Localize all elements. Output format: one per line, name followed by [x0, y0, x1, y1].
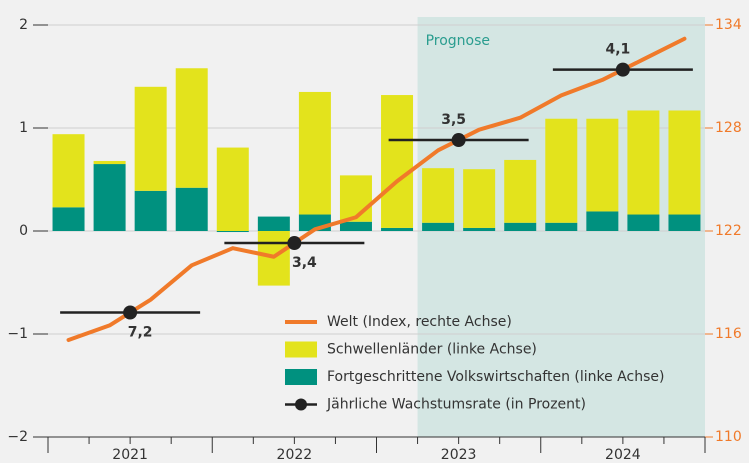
legend-dot	[295, 398, 307, 411]
legend-label: Fortgeschrittene Volkswirtschaften (link…	[327, 369, 664, 385]
bar	[298, 91, 331, 215]
bar	[463, 227, 496, 231]
y-tick-label: −1	[7, 326, 28, 342]
legend-swatch	[285, 341, 317, 358]
legend-label: Welt (Index, rechte Achse)	[327, 314, 512, 330]
x-group-label: 2023	[441, 447, 477, 463]
bar	[216, 147, 249, 231]
line	[66, 36, 687, 343]
bar	[93, 164, 126, 231]
marker	[451, 133, 466, 148]
bar	[134, 86, 167, 191]
marker-label: 3,5	[441, 112, 466, 128]
y2-tick-label: 110	[715, 429, 742, 445]
bar	[545, 222, 578, 231]
bar	[545, 118, 578, 223]
marker-label: 3,4	[292, 255, 317, 271]
forecast-label: Prognose	[426, 33, 490, 49]
bar	[52, 207, 85, 231]
bar	[463, 169, 496, 228]
bar	[175, 187, 208, 231]
bar	[175, 68, 208, 188]
bar	[257, 216, 290, 231]
bar	[586, 211, 619, 231]
bar	[668, 110, 701, 215]
marker	[123, 305, 138, 320]
x-group-label: 2022	[277, 447, 313, 463]
y2-tick-label: 122	[715, 223, 742, 239]
y-tick-label: −2	[7, 429, 28, 445]
bar	[216, 231, 249, 233]
bar	[381, 227, 414, 231]
legend-label: Schwellenländer (linke Achse)	[327, 342, 537, 358]
y-tick-label: 0	[19, 223, 28, 239]
bar	[134, 190, 167, 231]
y2-tick-label: 128	[715, 120, 742, 136]
bar	[627, 214, 660, 231]
bar	[422, 168, 455, 223]
bar	[93, 160, 126, 165]
legend-label: Jährliche Wachstumsrate (in Prozent)	[326, 397, 586, 413]
bar	[339, 221, 372, 231]
y2-tick-label: 116	[715, 326, 742, 342]
bar	[52, 134, 85, 208]
marker	[615, 62, 630, 77]
legend-swatch	[285, 369, 317, 385]
bar	[504, 222, 537, 231]
y-tick-label: 1	[19, 120, 28, 136]
x-group-label: 2024	[605, 447, 641, 463]
bar	[422, 222, 455, 231]
marker-label: 7,2	[128, 325, 153, 341]
bar	[668, 214, 701, 231]
x-group-label: 2021	[112, 447, 148, 463]
y-tick-label: 2	[19, 17, 28, 33]
marker-label: 4,1	[605, 42, 630, 58]
y2-tick-label: 134	[715, 17, 742, 33]
bar	[339, 175, 372, 222]
bar	[504, 159, 537, 223]
bar	[586, 118, 619, 212]
marker	[287, 236, 302, 251]
bar	[627, 110, 660, 215]
bar	[381, 95, 414, 228]
